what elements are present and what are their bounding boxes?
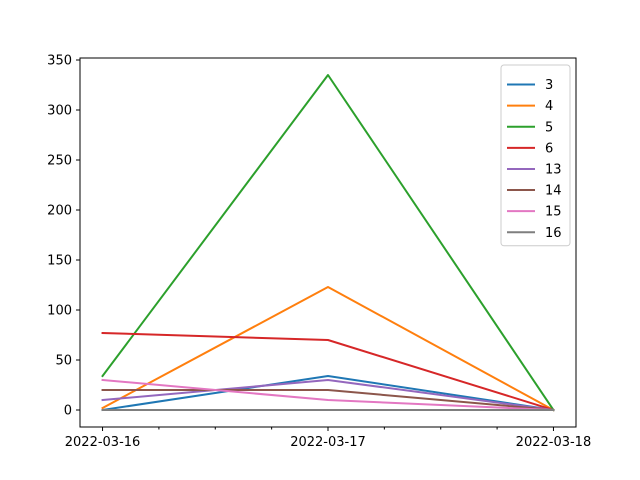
legend-label: 4 — [545, 99, 553, 114]
legend-item: 5 — [507, 120, 553, 135]
legend-item: 3 — [507, 78, 553, 93]
series-line-5 — [101, 74, 555, 412]
legend-item: 4 — [507, 99, 553, 114]
legend-item: 6 — [507, 141, 553, 156]
y-tick-label: 200 — [47, 204, 72, 219]
legend-label: 15 — [545, 205, 562, 220]
x-tick-label: 2022-03-17 — [290, 435, 366, 450]
y-tick-label: 0 — [64, 404, 72, 419]
y-axis: 0 50 100 150 200 250 300 350 — [47, 54, 80, 419]
series-line-6 — [101, 331, 555, 412]
legend: 3 4 5 6 13 14 15 16 — [500, 64, 571, 247]
legend-label: 6 — [545, 141, 553, 156]
series-line-14 — [101, 389, 555, 412]
y-tick-label: 150 — [47, 254, 72, 269]
legend-item: 13 — [507, 162, 562, 177]
legend-label: 16 — [545, 226, 562, 241]
legend-label: 5 — [545, 120, 553, 135]
x-axis: 2022-03-16 2022-03-17 2022-03-18 — [65, 427, 591, 450]
legend-item: 16 — [507, 226, 562, 241]
legend-item: 15 — [507, 205, 562, 220]
series-line-15 — [101, 378, 555, 412]
legend-label: 14 — [545, 184, 562, 199]
legend-label: 3 — [545, 78, 553, 93]
y-tick-label: 250 — [47, 154, 72, 169]
y-tick-label: 100 — [47, 304, 72, 319]
plot-lines — [101, 74, 555, 412]
legend-box — [500, 64, 571, 247]
y-tick-label: 350 — [47, 54, 72, 69]
series-line-3 — [101, 375, 555, 412]
legend-label: 13 — [545, 162, 562, 177]
y-tick-label: 300 — [47, 104, 72, 119]
series-line-4 — [101, 286, 555, 412]
x-tick-label: 2022-03-18 — [516, 435, 592, 450]
legend-item: 14 — [507, 184, 562, 199]
series-line-13 — [101, 379, 555, 412]
x-tick-label: 2022-03-16 — [65, 435, 141, 450]
y-tick-label: 50 — [55, 354, 72, 369]
